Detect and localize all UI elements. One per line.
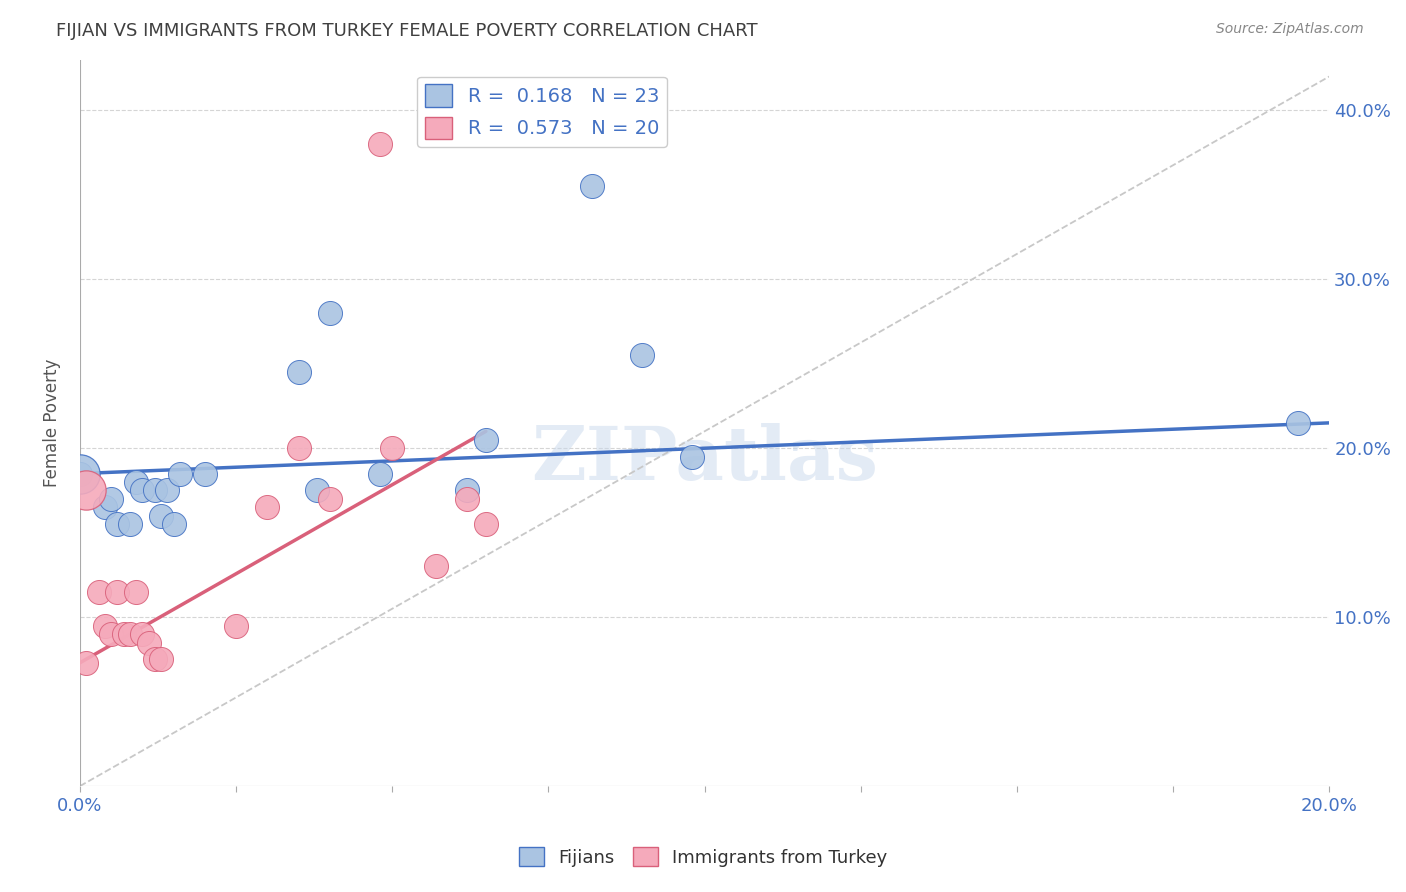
Point	[131, 483, 153, 498]
Point	[143, 483, 166, 498]
Point	[69, 467, 91, 481]
Point	[100, 627, 122, 641]
Text: ZIPatlas: ZIPatlas	[531, 423, 879, 496]
Point	[125, 475, 148, 489]
Point	[319, 306, 342, 320]
Legend: R =  0.168   N = 23, R =  0.573   N = 20: R = 0.168 N = 23, R = 0.573 N = 20	[418, 77, 666, 147]
Point	[150, 508, 173, 523]
Point	[631, 348, 654, 362]
Point	[681, 450, 703, 464]
Point	[75, 656, 97, 670]
Text: FIJIAN VS IMMIGRANTS FROM TURKEY FEMALE POVERTY CORRELATION CHART: FIJIAN VS IMMIGRANTS FROM TURKEY FEMALE …	[56, 22, 758, 40]
Point	[100, 491, 122, 506]
Point	[131, 627, 153, 641]
Point	[75, 483, 97, 498]
Point	[150, 652, 173, 666]
Point	[381, 441, 404, 455]
Point	[105, 584, 128, 599]
Point	[1286, 416, 1309, 430]
Point	[112, 627, 135, 641]
Point	[94, 618, 117, 632]
Point	[138, 635, 160, 649]
Point	[475, 433, 498, 447]
Point	[143, 652, 166, 666]
Point	[118, 517, 141, 532]
Point	[69, 467, 91, 481]
Point	[456, 483, 478, 498]
Point	[307, 483, 329, 498]
Point	[475, 517, 498, 532]
Point	[425, 559, 447, 574]
Y-axis label: Female Poverty: Female Poverty	[44, 359, 60, 487]
Point	[105, 517, 128, 532]
Point	[368, 467, 391, 481]
Point	[319, 491, 342, 506]
Point	[368, 137, 391, 152]
Point	[118, 627, 141, 641]
Point	[287, 365, 309, 379]
Point	[156, 483, 179, 498]
Point	[256, 500, 278, 515]
Text: Source: ZipAtlas.com: Source: ZipAtlas.com	[1216, 22, 1364, 37]
Point	[125, 584, 148, 599]
Point	[162, 517, 184, 532]
Point	[194, 467, 217, 481]
Point	[169, 467, 191, 481]
Point	[456, 491, 478, 506]
Point	[225, 618, 247, 632]
Legend: Fijians, Immigrants from Turkey: Fijians, Immigrants from Turkey	[512, 840, 894, 874]
Point	[581, 179, 603, 194]
Point	[94, 500, 117, 515]
Point	[87, 584, 110, 599]
Point	[287, 441, 309, 455]
